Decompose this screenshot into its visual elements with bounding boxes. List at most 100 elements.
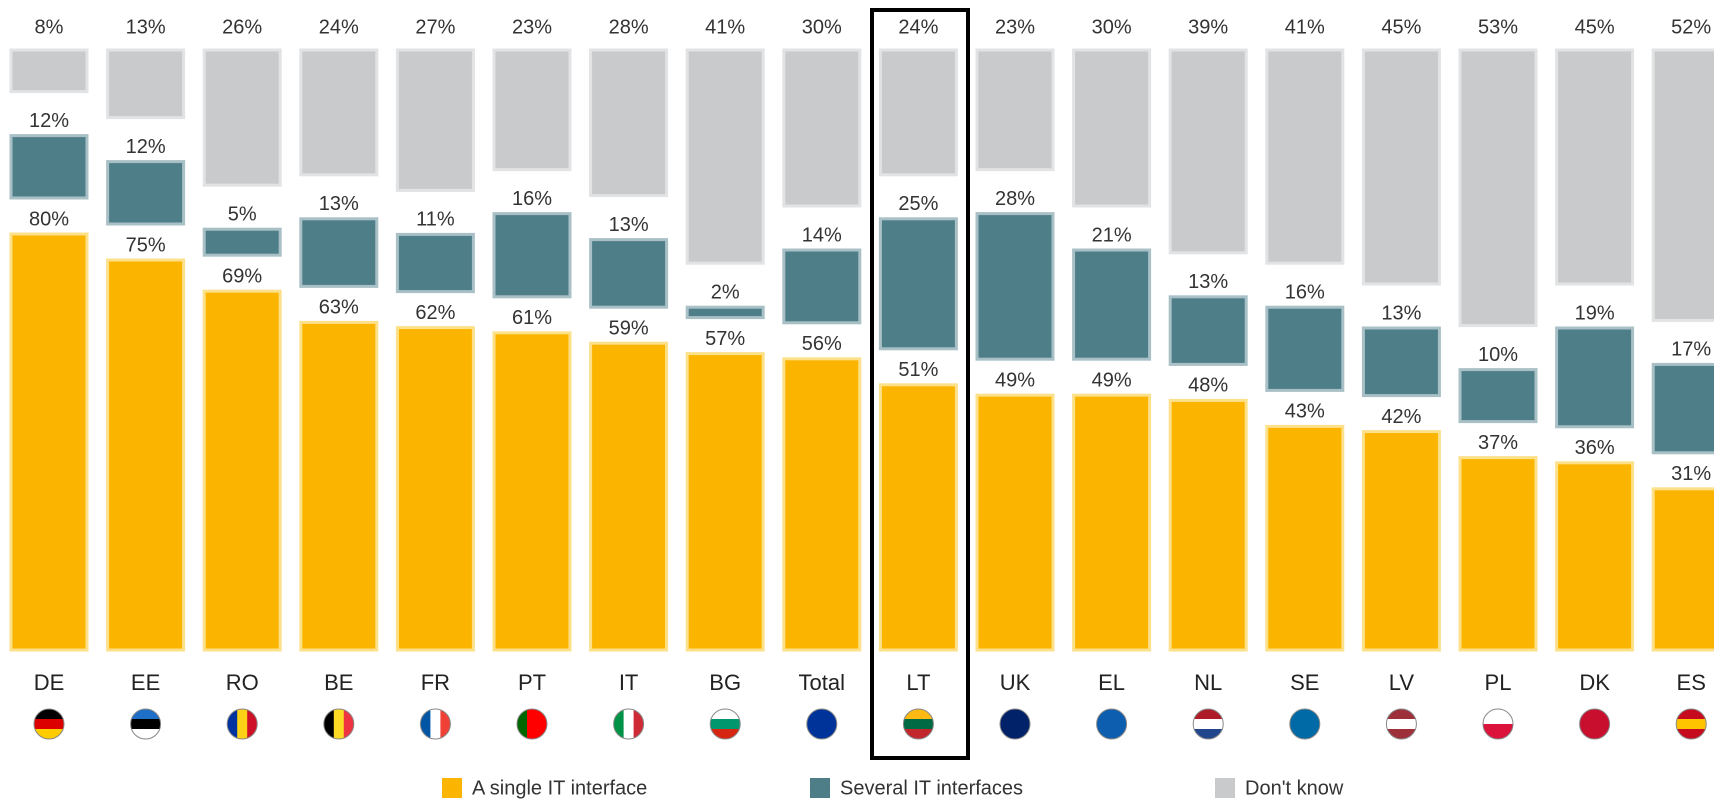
value-label: 8%: [35, 16, 64, 38]
value-label: 14%: [802, 224, 842, 246]
value-label: 59%: [609, 317, 649, 339]
bar: [1072, 48, 1152, 208]
value-label: 36%: [1575, 437, 1615, 459]
flag-stripe: [34, 719, 64, 730]
bar: [878, 48, 958, 177]
flag-stripe: [237, 709, 248, 739]
value-label: 10%: [1478, 344, 1518, 366]
flag-stripe: [1386, 729, 1417, 739]
bar: [492, 331, 572, 652]
value-label: 11%: [416, 209, 455, 231]
legend-swatch: [810, 778, 830, 798]
bar: [782, 248, 862, 325]
value-label: 53%: [1478, 16, 1518, 38]
bar: [589, 48, 669, 198]
value-label: 30%: [1092, 16, 1132, 38]
value-label: 49%: [995, 369, 1035, 391]
x-tick-label: EL: [1098, 670, 1125, 695]
x-tick-label: IT: [619, 670, 639, 695]
flag-stripe: [130, 709, 161, 720]
bar: [1458, 368, 1538, 424]
flag-stripe: [34, 709, 64, 720]
flag-stripe: [333, 709, 345, 739]
bar: [1168, 48, 1248, 255]
legend-swatch: [1215, 778, 1235, 798]
flag-outline: [999, 708, 1031, 740]
value-label: 5%: [228, 203, 257, 225]
flag-stripe: [227, 709, 238, 739]
flag-stripe: [430, 709, 441, 739]
value-label: 19%: [1575, 302, 1615, 324]
value-label: 12%: [126, 136, 166, 158]
value-label: 61%: [512, 307, 552, 329]
bar: [9, 134, 89, 200]
flag-stripe: [1483, 724, 1513, 739]
value-label: 21%: [1092, 224, 1132, 246]
bar: [9, 232, 89, 652]
bar: [299, 320, 379, 652]
bar: [395, 48, 475, 192]
flag-outline: [806, 708, 838, 740]
bar: [299, 48, 379, 177]
x-tick-label: UK: [1000, 670, 1031, 695]
flag-stripe: [903, 729, 934, 739]
value-label: 16%: [512, 188, 552, 210]
value-label: 41%: [705, 16, 745, 38]
bar: [395, 326, 475, 652]
value-label: 41%: [1285, 16, 1325, 38]
bar: [1265, 424, 1345, 652]
flag-stripe: [440, 709, 451, 739]
bar: [878, 217, 958, 351]
bar: [202, 227, 282, 257]
bar: [975, 212, 1055, 361]
bar: [1072, 393, 1152, 652]
flag-stripe: [1483, 709, 1513, 725]
value-label: 80%: [29, 208, 69, 230]
value-label: 63%: [319, 297, 359, 319]
x-tick-label: Total: [799, 670, 845, 695]
flag-outline: [1482, 708, 1514, 740]
x-tick-label: LT: [906, 670, 930, 695]
flag-stripe: [903, 719, 934, 730]
bar: [1361, 48, 1441, 286]
flag-outline: [1579, 708, 1611, 740]
value-label: 62%: [415, 302, 455, 324]
value-label: 28%: [609, 16, 649, 38]
bar: [1168, 398, 1248, 652]
flag-stripe: [1676, 709, 1707, 720]
flag-stripe: [710, 709, 741, 720]
bar: [1651, 48, 1714, 322]
bar: [1458, 456, 1538, 652]
bar: [589, 341, 669, 652]
value-label: 52%: [1671, 16, 1711, 38]
bar: [589, 238, 669, 309]
x-tick-label: BG: [709, 670, 741, 695]
x-tick-label: EE: [131, 670, 160, 695]
x-tick-label: NL: [1194, 670, 1222, 695]
flag-stripe: [903, 709, 934, 720]
x-tick-label: PT: [518, 670, 546, 695]
flag-outline: [1675, 708, 1707, 740]
legend-label: Don't know: [1245, 777, 1344, 799]
value-label: 2%: [711, 281, 740, 303]
bar: [1361, 430, 1441, 652]
bar: [106, 160, 186, 226]
bar: [1361, 326, 1441, 398]
bar: [782, 357, 862, 652]
bar: [106, 48, 186, 120]
bar: [106, 258, 186, 652]
value-label: 24%: [898, 16, 938, 38]
flag-outline: [709, 708, 741, 740]
x-tick-label: PL: [1485, 670, 1512, 695]
flag-stripe: [1676, 729, 1707, 739]
flag-stripe: [247, 709, 258, 739]
flag-stripe: [130, 729, 161, 739]
bar: [1555, 326, 1635, 429]
bar: [1168, 295, 1248, 366]
flag-stripe: [710, 729, 741, 739]
bar: [878, 383, 958, 652]
value-label: 26%: [222, 16, 262, 38]
bar: [395, 232, 475, 294]
value-label: 49%: [1092, 369, 1132, 391]
value-label: 16%: [1285, 281, 1325, 303]
